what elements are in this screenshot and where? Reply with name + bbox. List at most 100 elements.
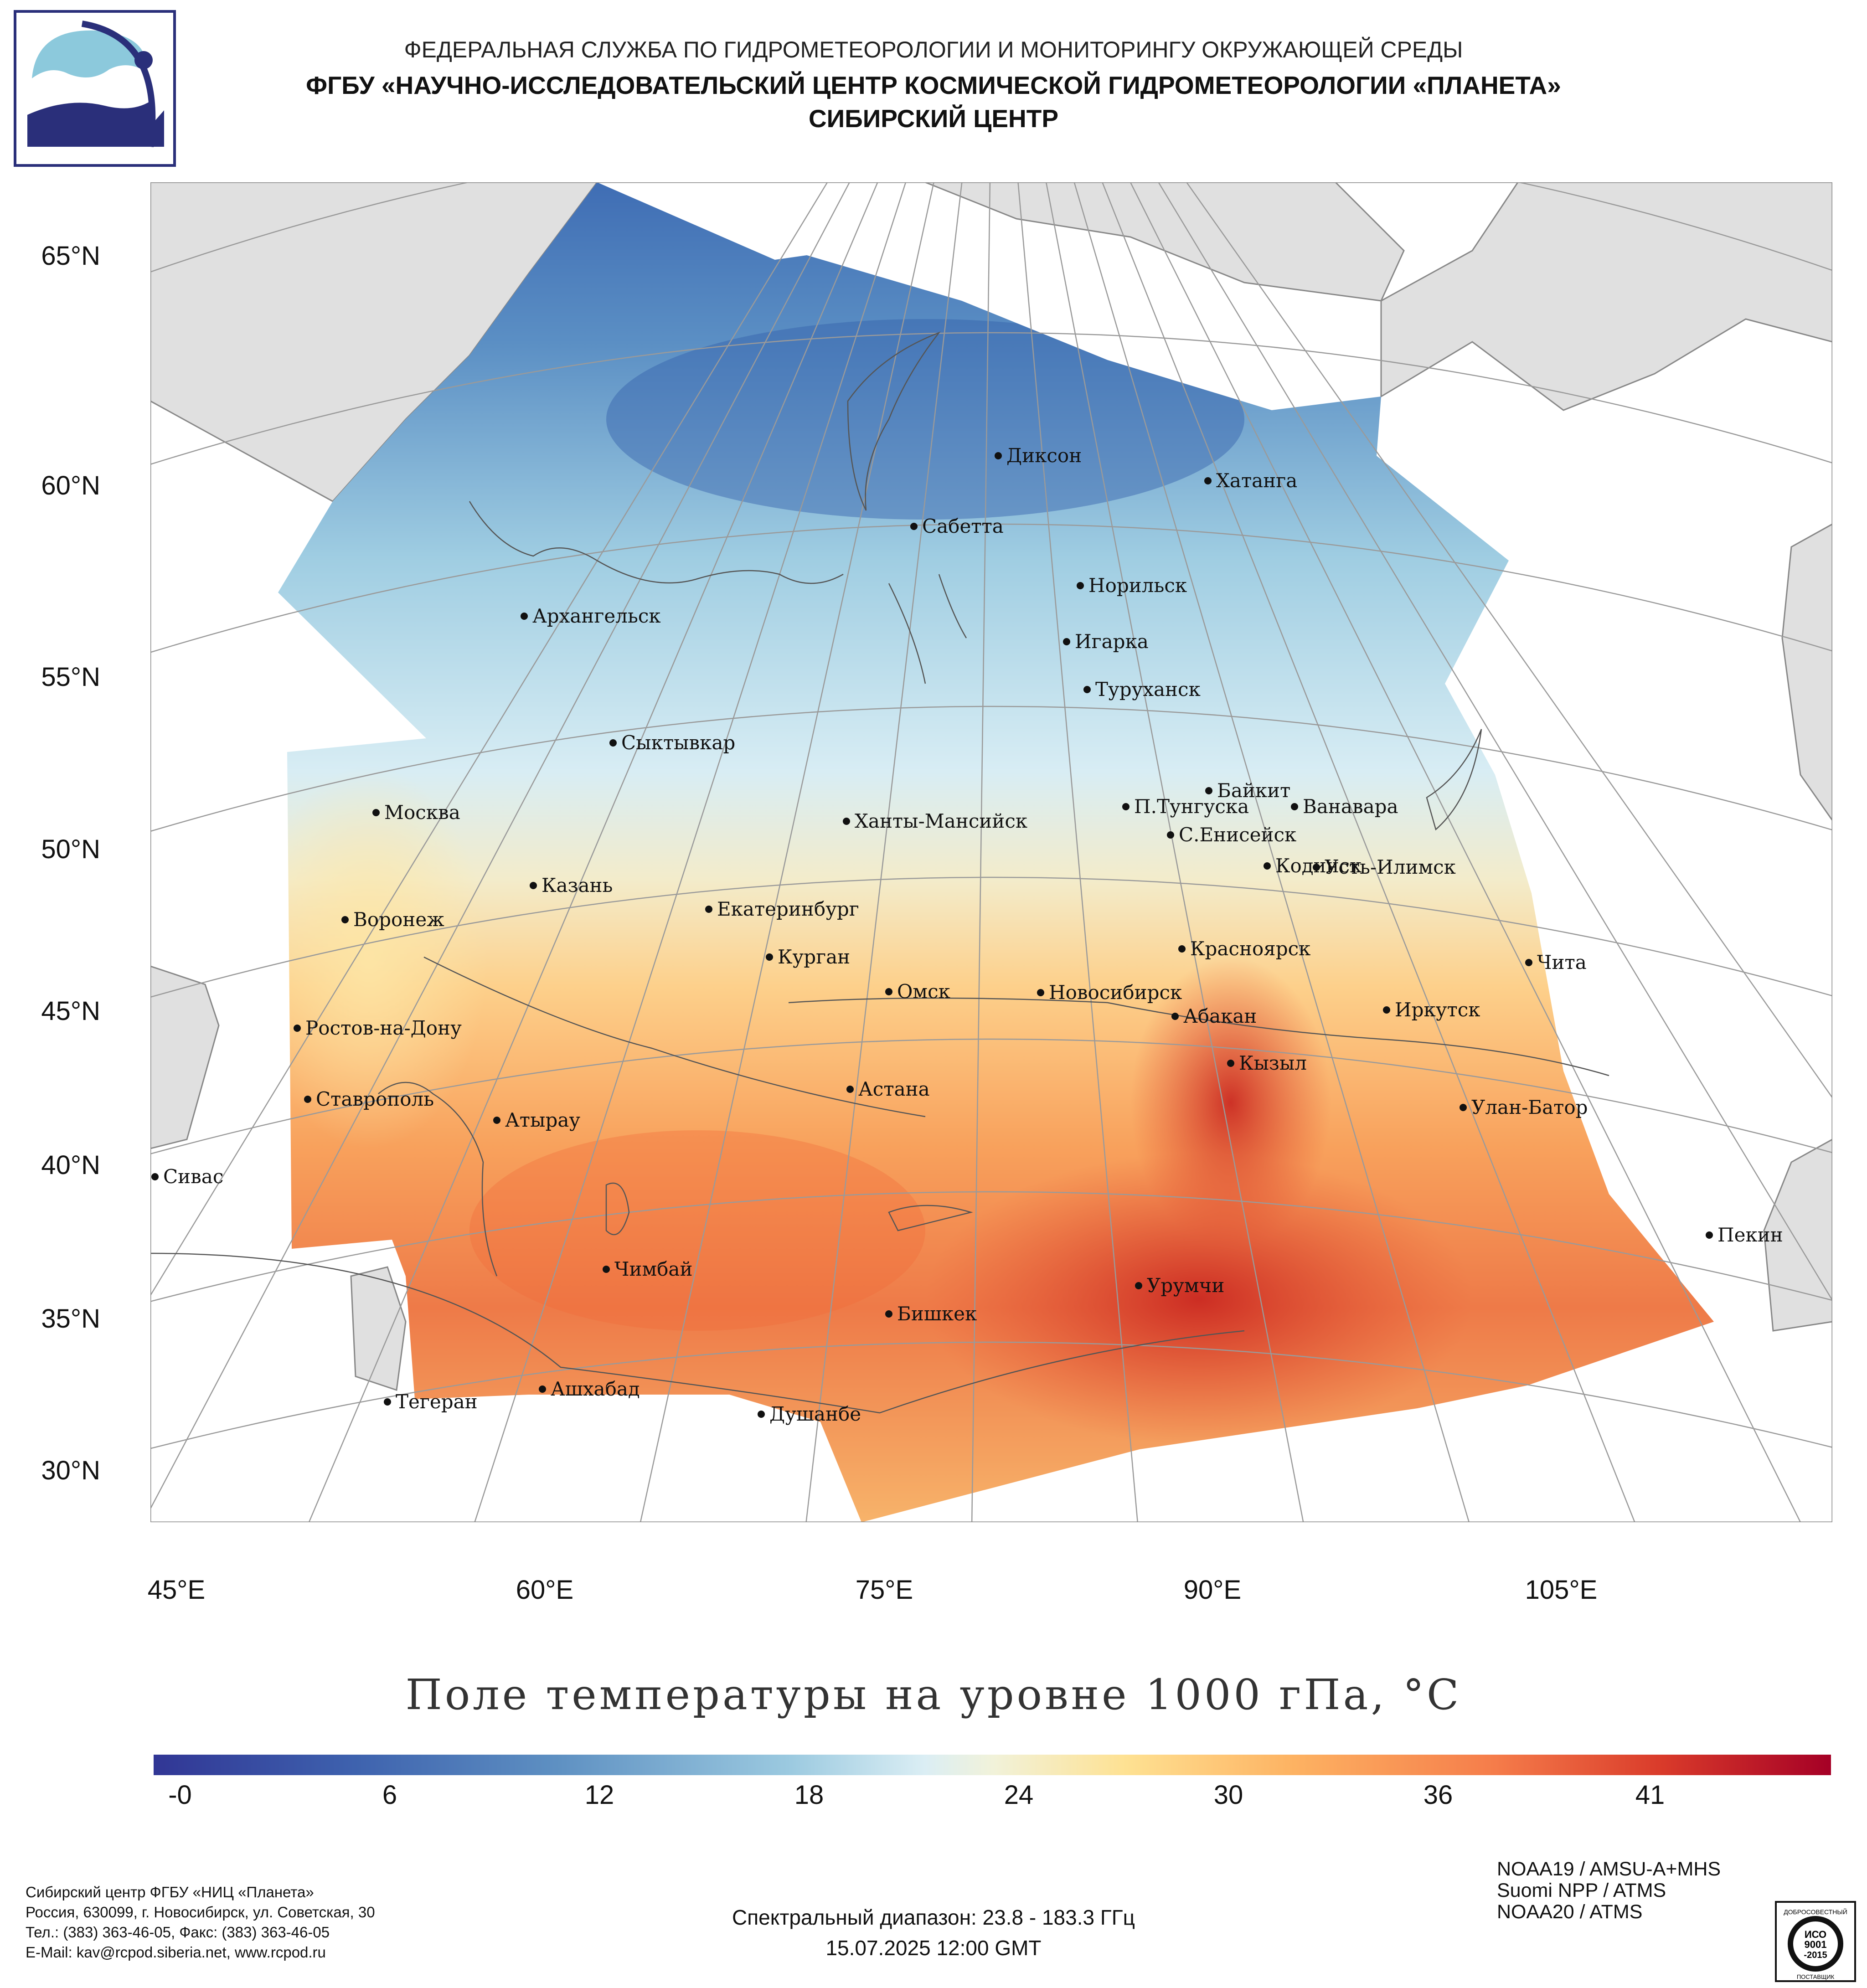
city-label: Норильск — [1088, 574, 1187, 597]
planeta-logo — [14, 10, 176, 167]
city-label: Ростов-на-Дону — [305, 1017, 462, 1039]
city-dot — [1264, 862, 1271, 870]
caspian-south — [350, 1266, 407, 1391]
city-marker: Ханты-Мансийск — [843, 810, 1027, 832]
city-marker: Кызыл — [1227, 1052, 1307, 1074]
city-label: Душанбе — [769, 1403, 861, 1425]
city-label: Урумчи — [1147, 1274, 1224, 1297]
city-dot — [304, 1096, 311, 1103]
colorbar-tick: 18 — [794, 1780, 824, 1810]
cert-bottom-text: ПОСТАВЩИК — [1797, 1973, 1835, 1980]
lat-label-65: 65°N — [41, 241, 100, 271]
lat-label-50: 50°N — [41, 834, 100, 864]
lon-label-60: 60°E — [516, 1575, 574, 1605]
city-marker: Москва — [372, 801, 460, 824]
city-dot — [1178, 945, 1186, 953]
city-label: Новосибирск — [1049, 981, 1182, 1004]
city-marker: Игарка — [1063, 630, 1149, 653]
city-label: Красноярск — [1190, 937, 1310, 960]
city-label: Байкит — [1217, 779, 1290, 802]
colorbar — [154, 1755, 1831, 1775]
temperature-field — [278, 182, 1714, 1522]
org-email: E-Mail: kav@rcpod.siberia.net, www.rcpod… — [26, 1944, 326, 1961]
cert-9001: 9001 — [1805, 1939, 1827, 1950]
colorbar-tick: 41 — [1635, 1780, 1665, 1810]
map-title: Поле температуры на уровне 1000 гПа, °C — [405, 1670, 1462, 1719]
lat-label-35: 35°N — [41, 1304, 100, 1334]
city-marker: Курган — [766, 946, 850, 968]
city-dot — [609, 739, 617, 747]
city-label: Казань — [542, 874, 613, 896]
lon-label-45: 45°E — [147, 1575, 206, 1605]
city-marker: Астана — [846, 1078, 930, 1100]
header-center: СИБИРСКИЙ ЦЕНТР — [808, 104, 1059, 133]
city-dot — [1037, 989, 1044, 996]
city-marker: Туруханск — [1083, 678, 1201, 700]
city-dot — [1525, 959, 1532, 966]
city-marker: Ставрополь — [304, 1088, 434, 1110]
city-marker: П.Тунгуска — [1122, 795, 1249, 818]
city-dot — [1167, 831, 1174, 839]
colorbar-tick: 36 — [1423, 1780, 1453, 1810]
spectral-range: Спектральный диапазон: 23.8 - 183.3 ГГц — [732, 1906, 1135, 1929]
taymyr-land — [1380, 182, 1832, 411]
city-marker: Екатеринбург — [705, 898, 859, 920]
city-dot — [1077, 582, 1084, 589]
city-label: Бишкек — [897, 1303, 977, 1325]
city-dot — [910, 523, 918, 530]
city-dot — [1227, 1060, 1234, 1067]
city-label: Омск — [897, 980, 950, 1003]
lat-label-30: 30°N — [41, 1456, 100, 1485]
city-marker: Тегеран — [384, 1391, 478, 1413]
instrument-list: NOAA19 / AMSU-A+MHS Suomi NPP / ATMS NOA… — [1497, 1859, 1721, 1923]
city-label: Улан-Батор — [1471, 1096, 1588, 1118]
instrument: Suomi NPP / ATMS — [1497, 1880, 1666, 1901]
city-marker: Душанбе — [758, 1403, 861, 1425]
city-marker: Урумчи — [1135, 1274, 1224, 1297]
city-dot — [530, 882, 537, 889]
city-marker: Сабетта — [910, 515, 1004, 537]
city-marker: Чита — [1525, 951, 1587, 973]
city-label: Абакан — [1183, 1005, 1257, 1027]
city-marker: Бишкек — [885, 1303, 977, 1325]
header-agency: ФЕДЕРАЛЬНАЯ СЛУЖБА ПО ГИДРОМЕТЕОРОЛОГИИ … — [404, 37, 1463, 62]
city-marker: Казань — [530, 874, 613, 896]
city-marker: Сивас — [151, 1165, 223, 1188]
city-dot — [151, 1173, 159, 1180]
city-dot — [1171, 1013, 1179, 1020]
city-marker: Архангельск — [521, 605, 661, 627]
city-label: Иркутск — [1395, 999, 1480, 1021]
city-marker: Пекин — [1706, 1224, 1783, 1246]
header-institute: ФГБУ «НАУЧНО-ИССЛЕДОВАТЕЛЬСКИЙ ЦЕНТР КОС… — [306, 71, 1561, 99]
city-label: Усть-Илимск — [1325, 856, 1456, 878]
city-label: Сивас — [163, 1165, 223, 1188]
instrument: NOAA19 / AMSU-A+MHS — [1497, 1858, 1721, 1880]
city-label: Воронеж — [353, 908, 444, 931]
colorbar-tick: 30 — [1213, 1780, 1243, 1810]
instrument: NOAA20 / ATMS — [1497, 1901, 1643, 1923]
city-dot — [1205, 787, 1212, 794]
city-dot — [705, 906, 712, 913]
city-label: Сыктывкар — [621, 731, 735, 754]
city-label: Тегеран — [396, 1391, 478, 1413]
city-dot — [995, 452, 1002, 459]
city-label: Ставрополь — [316, 1088, 434, 1110]
lat-label-55: 55°N — [41, 662, 100, 692]
observation-datetime: 15.07.2025 12:00 GMT — [825, 1936, 1042, 1960]
city-marker: Ванавара — [1291, 795, 1398, 818]
city-dot — [384, 1398, 391, 1406]
city-label: Астана — [858, 1078, 930, 1100]
city-dot — [521, 613, 528, 620]
city-dot — [1204, 477, 1212, 484]
city-marker: Усть-Илимск — [1313, 856, 1456, 878]
city-label: Атырау — [505, 1109, 580, 1131]
org-address: Россия, 630099, г. Новосибирск, ул. Сове… — [26, 1904, 375, 1921]
cert-2015: -2015 — [1804, 1950, 1827, 1960]
city-dot — [372, 809, 380, 816]
city-dot — [846, 1086, 854, 1093]
city-dot — [885, 1310, 892, 1318]
city-dot — [1083, 686, 1091, 693]
city-dot — [766, 953, 773, 961]
city-label: Архангельск — [532, 605, 661, 627]
colorbar-tick: 6 — [382, 1780, 397, 1810]
